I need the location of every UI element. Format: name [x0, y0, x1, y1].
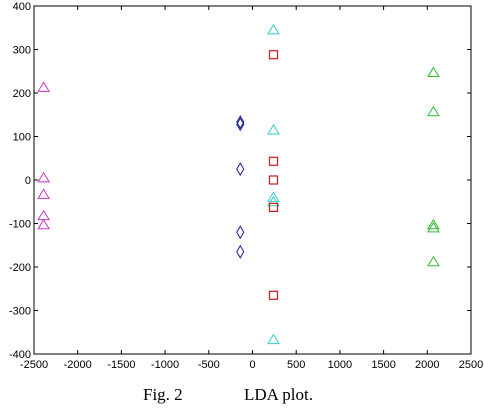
diamond-marker — [236, 117, 245, 132]
triangle-marker — [37, 218, 51, 230]
triangle-marker — [427, 218, 440, 230]
square-marker — [268, 290, 279, 300]
y-tick-label: 400 — [13, 1, 31, 13]
y-tick-label: 300 — [13, 45, 31, 57]
diamond-marker — [236, 115, 245, 130]
square-marker — [268, 175, 279, 185]
y-tick-label: -300 — [9, 306, 31, 318]
triangle-marker — [267, 191, 280, 202]
triangle-marker — [427, 221, 440, 233]
square-marker — [268, 156, 279, 166]
x-tick-label: 2000 — [415, 359, 439, 371]
x-tick-label: 1000 — [328, 359, 352, 371]
triangle-marker — [37, 171, 51, 183]
triangle-marker — [427, 66, 440, 78]
data-marks — [37, 23, 440, 345]
square-marker — [268, 50, 279, 60]
x-tick-label: 1500 — [371, 359, 395, 371]
x-tick-label: 0 — [249, 359, 255, 371]
triangle-marker — [267, 23, 280, 35]
y-tick-label: -100 — [9, 219, 31, 231]
triangle-marker — [37, 81, 51, 92]
triangle-marker — [427, 105, 440, 117]
diamond-marker — [236, 225, 245, 240]
figure-number: Fig. 2 — [143, 385, 183, 404]
triangle-marker — [267, 333, 280, 345]
triangle-marker — [37, 188, 51, 199]
y-tick-label: 100 — [13, 132, 31, 144]
y-tick-label: 0 — [25, 175, 31, 187]
x-tick-label: -1000 — [151, 359, 179, 371]
x-tick-label: -1500 — [107, 359, 135, 371]
diamond-marker — [236, 162, 245, 177]
x-tick-label: 2500 — [459, 359, 483, 371]
axis-ticks: -2500 -2000 -1500 -1000 -500 0 500 1000 1500 2000… — [9, 1, 483, 371]
y-tick-label: -400 — [9, 349, 31, 361]
y-tick-label: 200 — [13, 88, 31, 100]
x-tick-label: -500 — [198, 359, 220, 371]
x-tick-label: -2000 — [64, 359, 92, 371]
square-marker — [268, 202, 279, 213]
y-tick-label: -200 — [9, 262, 31, 274]
diamond-marker — [236, 244, 245, 259]
plot-area-frame — [33, 5, 472, 355]
triangle-marker — [427, 255, 440, 267]
figure-title: LDA plot. — [244, 385, 313, 404]
triangle-marker — [267, 124, 280, 135]
x-tick-label: -2500 — [20, 359, 48, 371]
triangle-marker — [267, 195, 280, 207]
lda-scatter-chart: -2500 -2000 -1500 -1000 -500 0 500 1000 1500 2000… — [9, 1, 483, 371]
x-tick-label: 500 — [287, 359, 305, 371]
